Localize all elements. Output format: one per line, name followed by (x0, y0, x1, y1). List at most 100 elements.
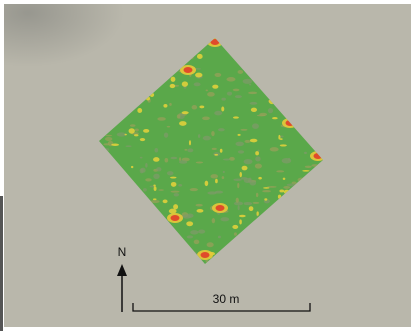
speckle (197, 54, 203, 59)
speckle (182, 81, 188, 87)
speckle (234, 201, 243, 205)
speckle (145, 178, 152, 181)
speckle (237, 183, 239, 188)
speckle (255, 151, 259, 155)
speckle (140, 157, 143, 159)
speckle (233, 178, 242, 181)
speckle (249, 84, 251, 86)
speckle (137, 108, 142, 113)
speckle (235, 95, 242, 98)
speckle (263, 187, 269, 189)
speckle (240, 129, 247, 131)
speckle (283, 178, 286, 180)
speckle (192, 105, 198, 109)
speckle (211, 131, 215, 136)
speckle (153, 198, 157, 200)
speckle (169, 209, 177, 214)
speckle (220, 217, 229, 221)
speckle (186, 221, 193, 226)
speckle (194, 240, 200, 244)
speckle (157, 117, 165, 121)
speckle (145, 163, 147, 168)
speckle (253, 202, 260, 204)
speckle (196, 204, 203, 207)
speckle (222, 176, 225, 179)
speckle (154, 186, 157, 191)
speckle (216, 205, 225, 211)
speckle (215, 191, 224, 194)
speckle (256, 211, 258, 215)
speckle (187, 235, 193, 238)
speckle (250, 139, 258, 143)
speckle (272, 117, 278, 119)
speckle (244, 202, 253, 205)
speckle (196, 161, 203, 163)
speckle (130, 124, 136, 127)
speckle (278, 135, 280, 140)
speckle (282, 158, 292, 164)
speckle (190, 230, 198, 235)
speckle (229, 157, 235, 161)
speckle (304, 152, 307, 154)
speckle (199, 106, 204, 109)
speckle (194, 82, 201, 86)
speckle (203, 136, 211, 141)
speckle (234, 232, 237, 235)
speckle (255, 156, 261, 161)
speckle (182, 111, 189, 114)
speckle (243, 79, 253, 84)
frame-top (0, 0, 415, 4)
speckle (262, 190, 271, 192)
speckle (170, 84, 176, 88)
speckle (171, 182, 177, 187)
speckle (252, 123, 259, 128)
speckle (238, 150, 244, 153)
speckle (177, 114, 181, 118)
speckle (236, 198, 239, 203)
speckle (141, 168, 146, 173)
speckle (156, 167, 161, 171)
speckle (223, 171, 225, 173)
speckle (239, 172, 241, 177)
speckle (201, 252, 210, 258)
speckle (233, 89, 240, 92)
speckle (212, 218, 215, 223)
speckle (241, 177, 248, 180)
speckle (279, 190, 284, 193)
speckle (248, 92, 257, 95)
speckle (251, 108, 257, 112)
speckle (242, 166, 248, 171)
speckle (256, 193, 258, 197)
speckle (195, 73, 202, 78)
speckle (226, 77, 235, 82)
speckle (276, 170, 284, 172)
speckle (124, 134, 126, 136)
speckle (244, 159, 253, 164)
speckle (153, 184, 156, 186)
speckle (174, 193, 179, 196)
speckle (179, 160, 187, 164)
speckle (171, 77, 176, 82)
speckle (221, 98, 226, 101)
speckle (190, 188, 198, 191)
speckle (264, 198, 267, 200)
speckle (227, 92, 232, 96)
speckle (302, 170, 309, 172)
speckle (283, 186, 290, 189)
speckle (183, 214, 191, 218)
speckle (212, 85, 218, 89)
speckle (111, 143, 119, 146)
speckle (135, 129, 139, 132)
speckle (215, 179, 218, 184)
speckle (171, 215, 180, 221)
speckle (232, 225, 238, 229)
speckle (179, 121, 187, 126)
speckle (165, 158, 169, 162)
speckle (198, 230, 205, 234)
speckle (134, 134, 138, 136)
speckle (235, 142, 243, 147)
scale-label: 30 m (213, 292, 240, 306)
speckle (280, 144, 287, 146)
speckle (238, 134, 241, 136)
speckle (268, 108, 273, 113)
